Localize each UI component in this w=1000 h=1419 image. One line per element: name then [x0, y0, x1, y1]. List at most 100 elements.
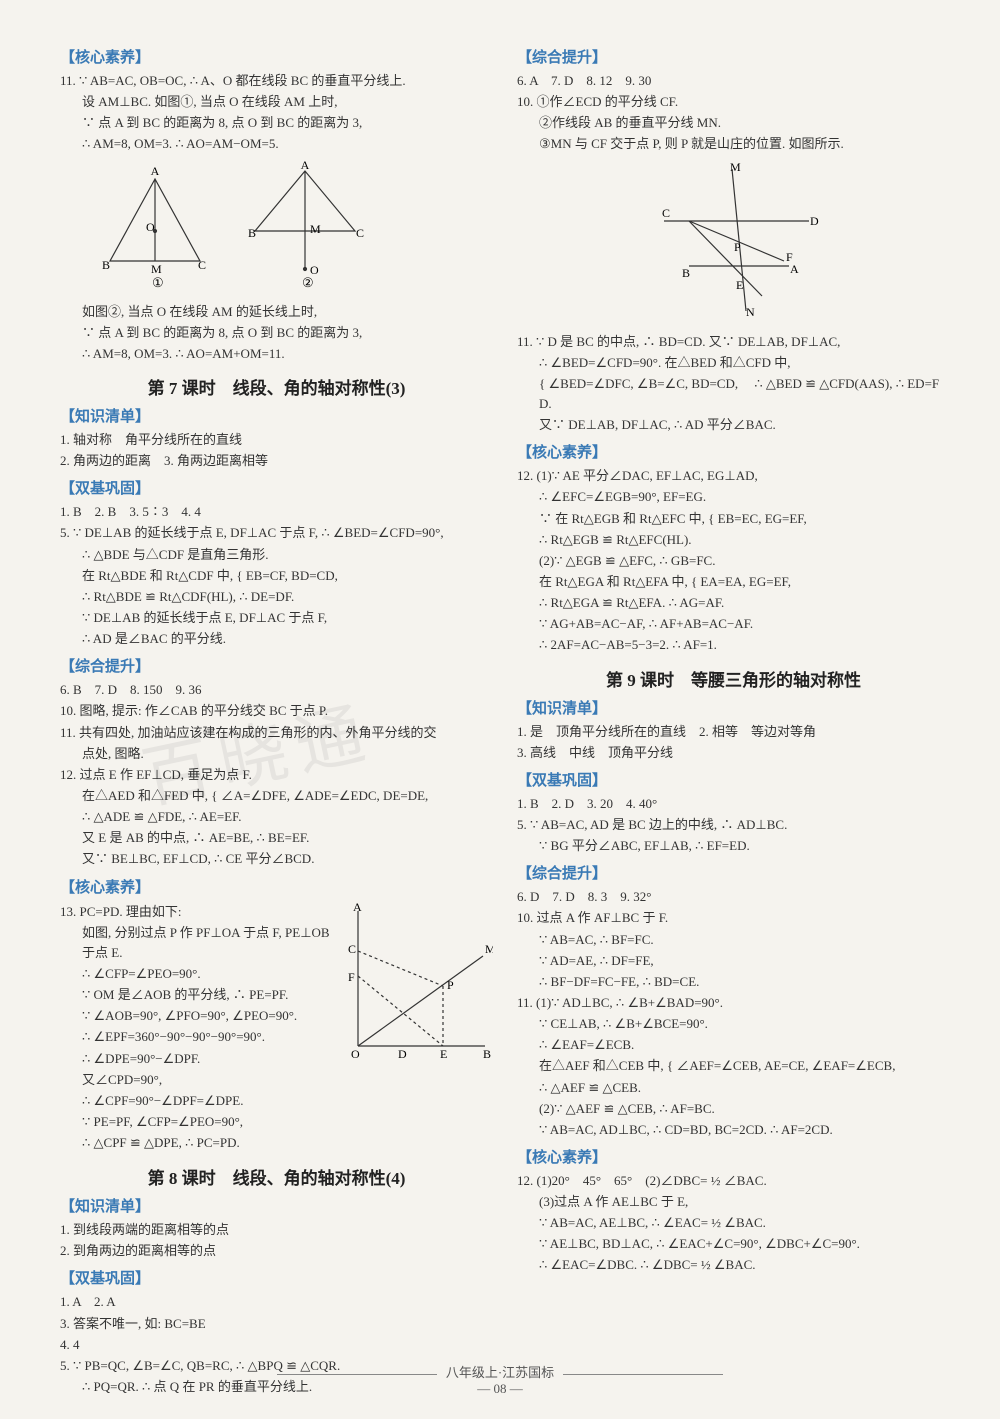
text-line: 5. ∵ DE⊥AB 的延长线于点 E, DF⊥AC 于点 F, ∴ ∠BED=…	[60, 523, 493, 543]
text-line: 在 Rt△BDE 和 Rt△CDF 中, { EB=CF, BD=CD,	[60, 566, 493, 586]
text-line: ∵ PE=PF, ∠CFP=∠PEO=90°,	[60, 1112, 335, 1132]
text-line: ∵ 在 Rt△EGB 和 Rt△EFC 中, { EB=EC, EG=EF,	[517, 509, 950, 529]
text-line: ∴ ∠EPF=360°−90°−90°−90°=90°.	[60, 1027, 335, 1047]
text-line: ∴ Rt△BDE ≌ Rt△CDF(HL), ∴ DE=DF.	[60, 587, 493, 607]
svg-label: C	[198, 258, 206, 272]
svg-label: M	[310, 222, 321, 236]
text-line: 又∠CPD=90°,	[60, 1070, 335, 1090]
text-line: 10. 过点 A 作 AF⊥BC 于 F.	[517, 908, 950, 928]
section-header: 【综合提升】	[517, 46, 950, 67]
text-line: ∴ 2AF=AC−AB=5−3=2. ∴ AF=1.	[517, 635, 950, 655]
text-line: 又∵ DE⊥AB, DF⊥AC, ∴ AD 平分∠BAC.	[517, 415, 950, 435]
section-header: 【知识清单】	[60, 1195, 493, 1216]
text-line: 11. (1)∵ AD⊥BC, ∴ ∠B+∠BAD=90°.	[517, 993, 950, 1013]
text-line: (3)过点 A 作 AE⊥BC 于 E,	[517, 1192, 950, 1212]
text-line: 在 Rt△EGA 和 Rt△EFA 中, { EA=EA, EG=EF,	[517, 572, 950, 592]
text-line: 如图, 分别过点 P 作 PF⊥OA 于点 F, PE⊥OB 于点 E.	[60, 923, 335, 963]
text-line: ∴ ∠CPF=90°−∠DPF=∠DPE.	[60, 1091, 335, 1111]
svg-label: A	[151, 164, 160, 178]
svg-label: B	[248, 226, 256, 240]
text-line: ∴ AM=8, OM=3. ∴ AO=AM−OM=5.	[60, 134, 493, 154]
text-line: ∴ ∠BED=∠CFD=90°. 在△BED 和△CFD 中,	[517, 353, 950, 373]
text-line: 10. ①作∠ECD 的平分线 CF.	[517, 92, 950, 112]
page-number: 08	[494, 1381, 507, 1396]
figure-2: A C F O D E B M P	[343, 901, 493, 1155]
text-line: ∴ AD 是∠BAC 的平分线.	[60, 629, 493, 649]
text-line: 在△AED 和△FED 中, { ∠A=∠DFE, ∠ADE=∠EDC, DE=…	[60, 786, 493, 806]
text-line: 1. 到线段两端的距离相等的点	[60, 1220, 493, 1240]
svg-label: A	[790, 262, 799, 276]
svg-label: ①	[152, 275, 164, 290]
text-line: ∴ AM=8, OM=3. ∴ AO=AM+OM=11.	[60, 344, 493, 364]
text-line: 3. 答案不唯一, 如: BC=BE	[60, 1314, 493, 1334]
svg-label: C	[356, 226, 364, 240]
svg-label: A	[353, 901, 362, 914]
svg-label: M	[151, 262, 162, 276]
text-line: 6. D 7. D 8. 3 9. 32°	[517, 887, 950, 907]
text-line: ∵ BG 平分∠ABC, EF⊥AB, ∴ EF=ED.	[517, 836, 950, 856]
text-line: ∵ 点 A 到 BC 的距离为 8, 点 O 到 BC 的距离为 3,	[60, 113, 493, 133]
text-line: ∴ △CPF ≌ △DPE, ∴ PC=PD.	[60, 1133, 335, 1153]
text-line: 6. B 7. D 8. 150 9. 36	[60, 680, 493, 700]
text-line: ∵ AB=AC, AE⊥BC, ∴ ∠EAC= ½ ∠BAC.	[517, 1213, 950, 1233]
text-line: 11. ∵ AB=AC, OB=OC, ∴ A、O 都在线段 BC 的垂直平分线…	[60, 71, 493, 91]
text-line: 2. 角两边的距离 3. 角两边距离相等	[60, 451, 493, 471]
text-line: ∴ ∠DPE=90°−∠DPF.	[60, 1049, 335, 1069]
text-line: 12. 过点 E 作 EF⊥CD, 垂足为点 F.	[60, 765, 493, 785]
lesson-title: 第 7 课时 线段、角的轴对称性(3)	[60, 374, 493, 399]
section-header: 【双基巩固】	[60, 1267, 493, 1288]
text-line: 1. 是 顶角平分线所在的直线 2. 相等 等边对等角	[517, 722, 950, 742]
svg-label: O	[351, 1047, 360, 1061]
svg-label: C	[348, 942, 356, 956]
text-line: 1. 轴对称 角平分线所在的直线	[60, 430, 493, 450]
text-line: ∴ Rt△EGB ≌ Rt△EFC(HL).	[517, 530, 950, 550]
text-line: ∴ △ADE ≌ △FDE, ∴ AE=EF.	[60, 807, 493, 827]
figure-3: M C D B A E F N P	[517, 161, 950, 326]
svg-label: M	[730, 161, 741, 174]
text-line: ∵ 点 A 到 BC 的距离为 8, 点 O 到 BC 的距离为 3,	[60, 323, 493, 343]
text-line: ∴ BF−DF=FC−FE, ∴ BD=CE.	[517, 972, 950, 992]
text-line: 又∵ BE⊥BC, EF⊥CD, ∴ CE 平分∠BCD.	[60, 849, 493, 869]
text-line: 13. PC=PD. 理由如下:	[60, 902, 335, 922]
page-footer: 八年级上·江苏国标 — 08 —	[0, 1362, 1000, 1397]
section-header: 【双基巩固】	[517, 769, 950, 790]
svg-label: A	[301, 161, 310, 172]
text-line: (2)∵ △EGB ≌ △EFC, ∴ GB=FC.	[517, 551, 950, 571]
text-line: 1. A 2. A	[60, 1292, 493, 1312]
text-line: ∵ AE⊥BC, BD⊥AC, ∴ ∠EAC+∠C=90°, ∠DBC+∠C=9…	[517, 1234, 950, 1254]
text-line: 3. 高线 中线 顶角平分线	[517, 743, 950, 763]
svg-label: P	[734, 240, 741, 254]
section-header: 【核心素养】	[60, 46, 493, 67]
text-line: ∴ ∠EFC=∠EGB=90°, EF=EG.	[517, 487, 950, 507]
text-line: ∴ Rt△EGA ≌ Rt△EFA. ∴ AG=AF.	[517, 593, 950, 613]
text-line: ∵ OM 是∠AOB 的平分线, ∴ PE=PF.	[60, 985, 335, 1005]
text-line: (2)∵ △AEF ≌ △CEB, ∴ AF=BC.	[517, 1099, 950, 1119]
section-header: 【综合提升】	[60, 655, 493, 676]
text-line: ∴ △AEF ≌ △CEB.	[517, 1078, 950, 1098]
text-line: 4. 4	[60, 1335, 493, 1355]
text-line: 又 E 是 AB 的中点, ∴ AE=BE, ∴ BE=EF.	[60, 828, 493, 848]
svg-label: B	[682, 266, 690, 280]
text-line: ∵ AG+AB=AC−AF, ∴ AF+AB=AC−AF.	[517, 614, 950, 634]
footer-label: 八年级上·江苏国标	[446, 1365, 554, 1380]
text-line: ∵ CE⊥AB, ∴ ∠B+∠BCE=90°.	[517, 1014, 950, 1034]
text-line: ②作线段 AB 的垂直平分线 MN.	[517, 113, 950, 133]
text-line: ∵ DE⊥AB 的延长线于点 E, DF⊥AC 于点 F,	[60, 608, 493, 628]
right-column: 【综合提升】 6. A 7. D 8. 12 9. 30 10. ①作∠ECD …	[517, 40, 950, 1398]
text-line: 10. 图略, 提示: 作∠CAB 的平分线交 BC 于点 P.	[60, 701, 493, 721]
svg-label: E	[440, 1047, 447, 1061]
text-line: ∴ ∠EAF=∠ECB.	[517, 1035, 950, 1055]
text-line: 在△AEF 和△CEB 中, { ∠AEF=∠CEB, AE=CE, ∠EAF=…	[517, 1056, 950, 1076]
text-line: 11. ∵ D 是 BC 的中点, ∴ BD=CD. 又∵ DE⊥AB, DF⊥…	[517, 332, 950, 352]
svg-label: B	[483, 1047, 491, 1061]
text-line: 如图②, 当点 O 在线段 AM 的延长线上时,	[60, 302, 493, 322]
svg-label: M	[485, 942, 493, 956]
text-line: ∵ AD=AE, ∴ DF=FE,	[517, 951, 950, 971]
svg-label: F	[786, 250, 793, 264]
text-line: ∵ AB=AC, AD⊥BC, ∴ CD=BD, BC=2CD. ∴ AF=2C…	[517, 1120, 950, 1140]
section-header: 【知识清单】	[517, 697, 950, 718]
svg-label: D	[398, 1047, 407, 1061]
svg-label: C	[662, 206, 670, 220]
svg-label: ②	[302, 275, 314, 290]
left-column: 【核心素养】 11. ∵ AB=AC, OB=OC, ∴ A、O 都在线段 BC…	[60, 40, 493, 1398]
